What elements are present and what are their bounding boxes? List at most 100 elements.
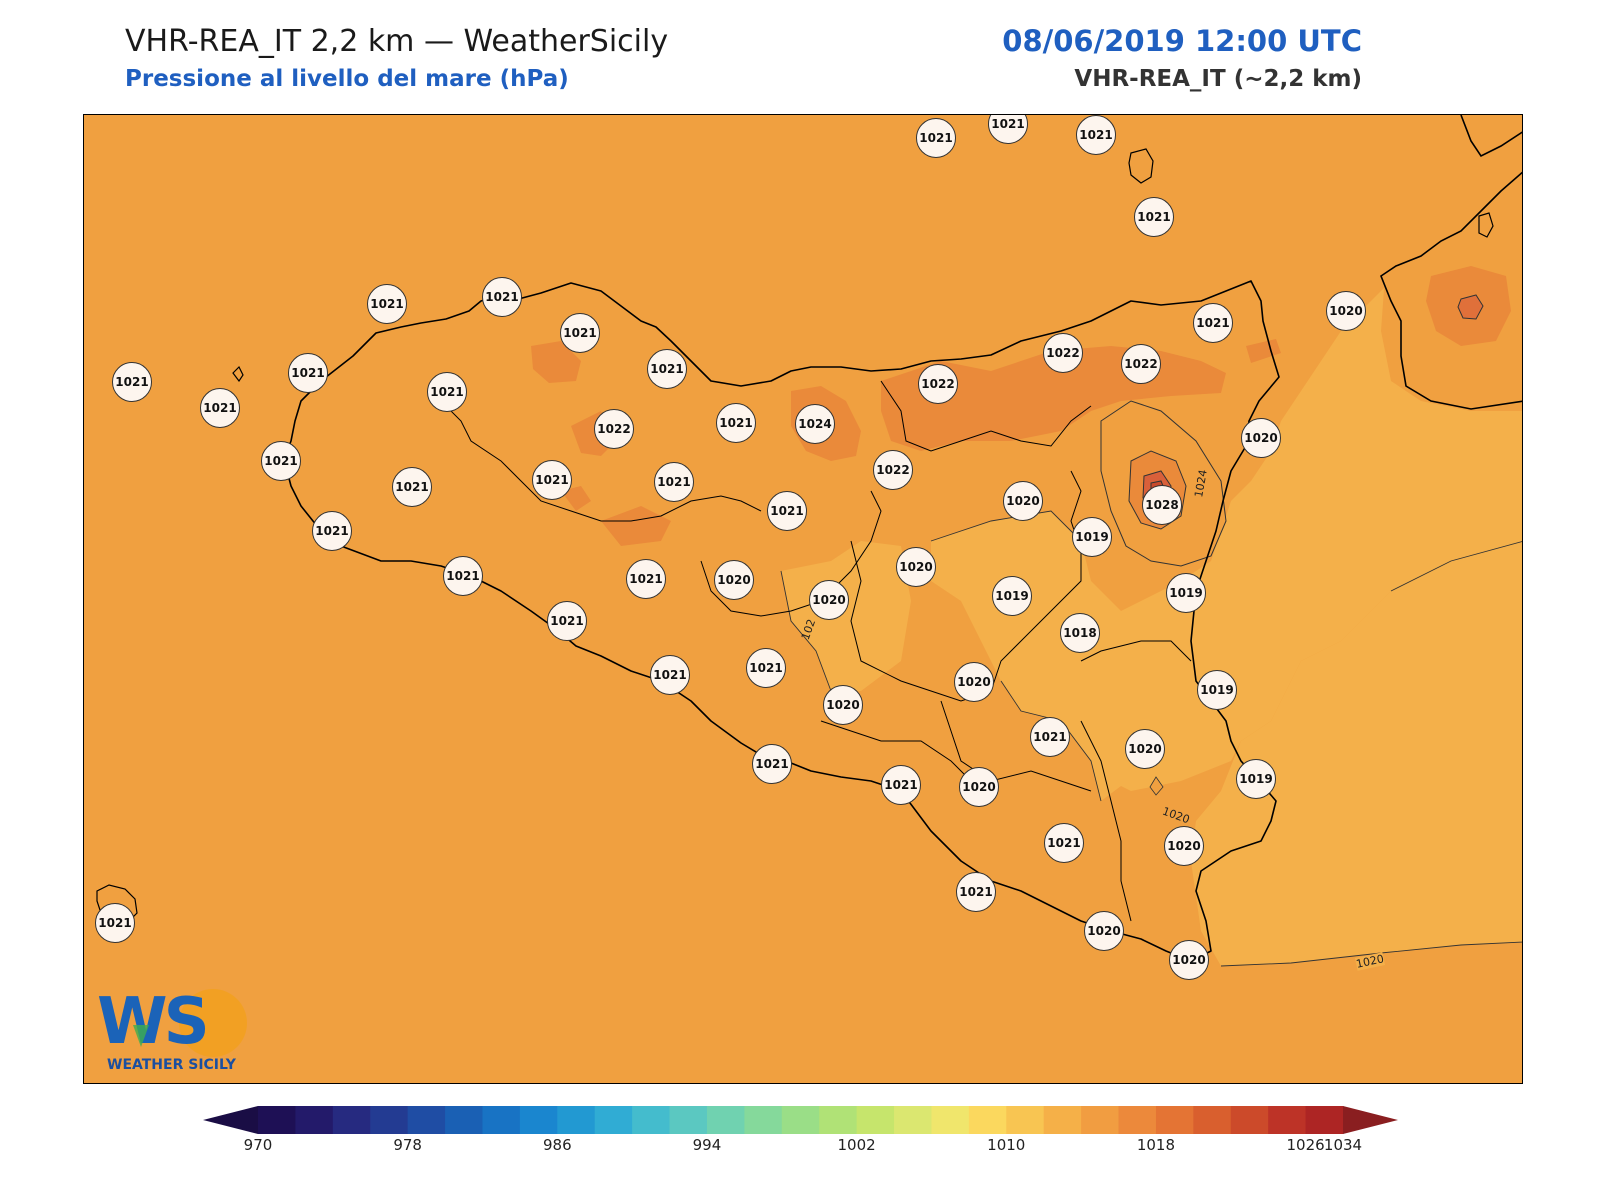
pressure-station-marker: 1021 bbox=[312, 511, 352, 551]
map-subtitle: Pressione al livello del mare (hPa) bbox=[125, 66, 569, 92]
pressure-station-marker: 1021 bbox=[200, 388, 240, 428]
pressure-station-marker: 1021 bbox=[752, 744, 792, 784]
colorbar-over-arrow bbox=[1343, 1106, 1398, 1134]
pressure-station-marker: 1021 bbox=[95, 903, 135, 943]
colorbar-tick-label: 1026 bbox=[1286, 1136, 1325, 1154]
province-border bbox=[880, 380, 1092, 452]
colorbar-swatch bbox=[968, 1106, 1007, 1134]
pressure-station-marker: 1022 bbox=[1121, 344, 1161, 384]
colorbar-tick-label: 1002 bbox=[837, 1136, 876, 1154]
pressure-station-marker: 1021 bbox=[654, 462, 694, 502]
pressure-station-marker: 1020 bbox=[896, 547, 936, 587]
colorbar-tick-label: 970 bbox=[243, 1136, 273, 1154]
calabria-coastline bbox=[1460, 115, 1522, 158]
pressure-station-marker: 1021 bbox=[716, 403, 756, 443]
colorbar-swatch bbox=[1081, 1106, 1120, 1134]
colorbar-tick-label: 978 bbox=[393, 1136, 422, 1154]
pressure-station-marker: 1020 bbox=[959, 767, 999, 807]
colorbar-swatch bbox=[669, 1106, 708, 1134]
weather-sicily-logo: WS WEATHER SICILY bbox=[95, 985, 255, 1075]
colorbar-tick-label: 994 bbox=[692, 1136, 722, 1154]
pressure-station-marker: 1021 bbox=[916, 118, 956, 158]
pressure-field-1024 bbox=[1246, 339, 1281, 363]
pressure-station-marker: 1022 bbox=[873, 450, 913, 490]
pressure-field-1022 bbox=[1149, 776, 1164, 796]
colorbar-swatch bbox=[295, 1106, 334, 1134]
island bbox=[232, 365, 244, 383]
pressure-station-marker: 1020 bbox=[1125, 729, 1165, 769]
map-title: VHR-REA_IT 2,2 km — WeatherSicily bbox=[125, 24, 669, 59]
colorbar-swatch bbox=[445, 1106, 483, 1134]
pressure-station-marker: 1021 bbox=[443, 556, 483, 596]
province-border bbox=[440, 400, 762, 522]
colorbar-swatch bbox=[594, 1106, 633, 1134]
pressure-station-marker: 1021 bbox=[392, 467, 432, 507]
pressure-station-marker: 1021 bbox=[560, 313, 600, 353]
province-border bbox=[1080, 720, 1132, 922]
colorbar-swatch bbox=[781, 1106, 820, 1134]
colorbar-swatch bbox=[557, 1106, 596, 1134]
pressure-station-marker: 1019 bbox=[992, 576, 1032, 616]
colorbar-tick-label: 1034 bbox=[1323, 1136, 1363, 1154]
pressure-station-marker: 1021 bbox=[261, 441, 301, 481]
pressure-map: 1024 1020 1020 102 1021 1021 1021 1021 1021 1… bbox=[83, 114, 1523, 1084]
colorbar-swatch bbox=[744, 1106, 783, 1134]
pressure-station-marker: 1020 bbox=[1003, 481, 1043, 521]
pressure-station-marker: 1021 bbox=[367, 284, 407, 324]
pressure-station-marker: 1021 bbox=[881, 765, 921, 805]
pressure-station-marker: 1021 bbox=[547, 601, 587, 641]
pressure-station-marker: 1018 bbox=[1060, 613, 1100, 653]
colorbar-swatch bbox=[856, 1106, 895, 1134]
pressure-station-marker: 1021 bbox=[1030, 717, 1070, 757]
colorbar-swatch bbox=[1043, 1106, 1082, 1134]
pressure-station-marker: 1022 bbox=[1043, 333, 1083, 373]
forecast-datetime: 08/06/2019 12:00 UTC bbox=[1002, 24, 1362, 58]
pressure-station-marker: 1021 bbox=[1044, 823, 1084, 863]
pressure-station-marker: 1021 bbox=[767, 491, 807, 531]
logo-graphic: WS WEATHER SICILY bbox=[97, 985, 247, 1073]
pressure-station-marker: 1021 bbox=[647, 349, 687, 389]
colorbar-swatch bbox=[332, 1106, 371, 1134]
colorbar-swatch bbox=[1230, 1106, 1269, 1134]
pressure-field-1024 bbox=[531, 341, 581, 383]
colorbar-swatch bbox=[1305, 1106, 1344, 1134]
pressure-station-marker: 1020 bbox=[823, 685, 863, 725]
sicily-coastline bbox=[283, 280, 1280, 962]
colorbar-swatch bbox=[1006, 1106, 1045, 1134]
map-canvas bbox=[96, 115, 1522, 967]
province-border bbox=[700, 490, 882, 617]
colorbar-swatch bbox=[258, 1106, 296, 1134]
pressure-station-marker: 1020 bbox=[954, 662, 994, 702]
pressure-station-marker: 1021 bbox=[650, 655, 690, 695]
colorbar-tick-label: 1010 bbox=[987, 1136, 1026, 1154]
colorbar-swatch bbox=[1155, 1106, 1194, 1134]
pressure-station-marker: 1021 bbox=[1134, 197, 1174, 237]
colorbar-swatch bbox=[706, 1106, 745, 1134]
pressure-colorbar bbox=[203, 1106, 1398, 1134]
pressure-station-marker: 1022 bbox=[918, 364, 958, 404]
calabria-coastline bbox=[1380, 171, 1522, 410]
pressure-field-1020 bbox=[781, 541, 911, 691]
province-border bbox=[1080, 640, 1192, 662]
colorbar-swatch bbox=[1118, 1106, 1157, 1134]
pressure-field-1024 bbox=[561, 486, 591, 511]
pressure-field-1026 bbox=[1457, 294, 1484, 320]
province-border bbox=[820, 720, 972, 782]
pressure-station-marker: 1020 bbox=[809, 580, 849, 620]
pressure-station-marker: 1021 bbox=[1076, 115, 1116, 155]
colorbar-tick-label: 986 bbox=[542, 1136, 572, 1154]
colorbar-swatch bbox=[519, 1106, 558, 1134]
pressure-station-marker: 1020 bbox=[1164, 826, 1204, 866]
isobar-1020 bbox=[780, 570, 832, 692]
model-label: VHR-REA_IT (~2,2 km) bbox=[1074, 66, 1362, 92]
svg-text:WS: WS bbox=[97, 985, 206, 1059]
pressure-field-1020 bbox=[1191, 541, 1522, 966]
colorbar-swatch bbox=[482, 1106, 521, 1134]
pressure-station-marker: 1024 bbox=[795, 404, 835, 444]
pressure-station-marker: 1021 bbox=[746, 648, 786, 688]
pressure-station-marker: 1019 bbox=[1236, 759, 1276, 799]
pressure-station-marker: 1021 bbox=[1193, 303, 1233, 343]
pressure-station-marker: 1019 bbox=[1072, 517, 1112, 557]
pressure-station-marker: 1020 bbox=[714, 560, 754, 600]
pressure-station-marker: 1021 bbox=[956, 872, 996, 912]
